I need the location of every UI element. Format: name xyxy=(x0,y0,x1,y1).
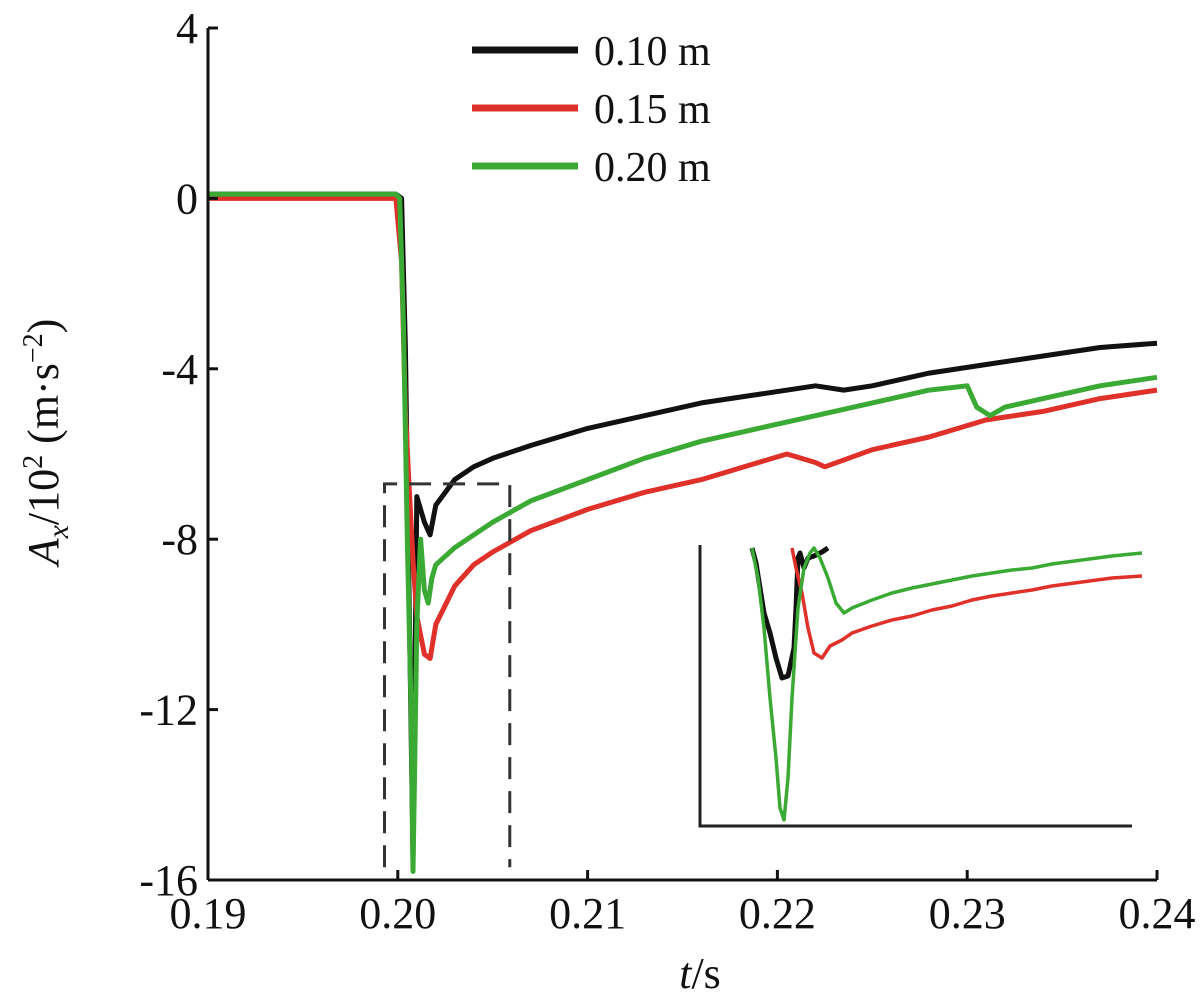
highlight-box xyxy=(383,482,512,868)
x-tick-label: 0.21 xyxy=(549,889,626,938)
zoom-region-box xyxy=(383,482,512,868)
x-tick-label: 0.24 xyxy=(1119,889,1196,938)
x-tick-label: 0.23 xyxy=(929,889,1006,938)
x-tick-label: 0.20 xyxy=(359,889,436,938)
inset-series-0_20-m xyxy=(750,546,1143,822)
x-tick-label: 0.22 xyxy=(739,889,816,938)
legend-label: 0.15 m xyxy=(594,87,711,133)
legend-label: 0.10 m xyxy=(594,29,711,75)
inset-plot xyxy=(698,545,1143,828)
series-layer xyxy=(208,191,1158,874)
y-tick-label: -12 xyxy=(139,686,198,735)
y-tick-label: 4 xyxy=(176,4,198,53)
series-line-0_20-m xyxy=(208,191,1158,874)
inset-axes xyxy=(698,545,1132,828)
axes: 4 0 -4 -8 -12 -160.19 0.20 0.21 0.22 0.23 0.24 xyxy=(139,4,1195,938)
series-line-0_10-m xyxy=(208,191,1158,862)
legend: 0.10 m 0.15 m 0.20 m xyxy=(472,29,711,191)
y-tick-label: -8 xyxy=(161,515,198,564)
x-tick-label: 0.19 xyxy=(170,889,247,938)
y-axis-title: Ax/102 (m·s−2) xyxy=(18,319,75,569)
x-axis-title: t/s xyxy=(679,949,721,998)
legend-label: 0.20 m xyxy=(594,145,711,191)
y-tick-label: -4 xyxy=(161,345,198,394)
inset-series-0_15-m xyxy=(790,547,1143,660)
series-line-0_15-m xyxy=(208,195,1158,661)
y-tick-label: 0 xyxy=(176,174,198,223)
y-tick-label: -16 xyxy=(139,856,198,905)
